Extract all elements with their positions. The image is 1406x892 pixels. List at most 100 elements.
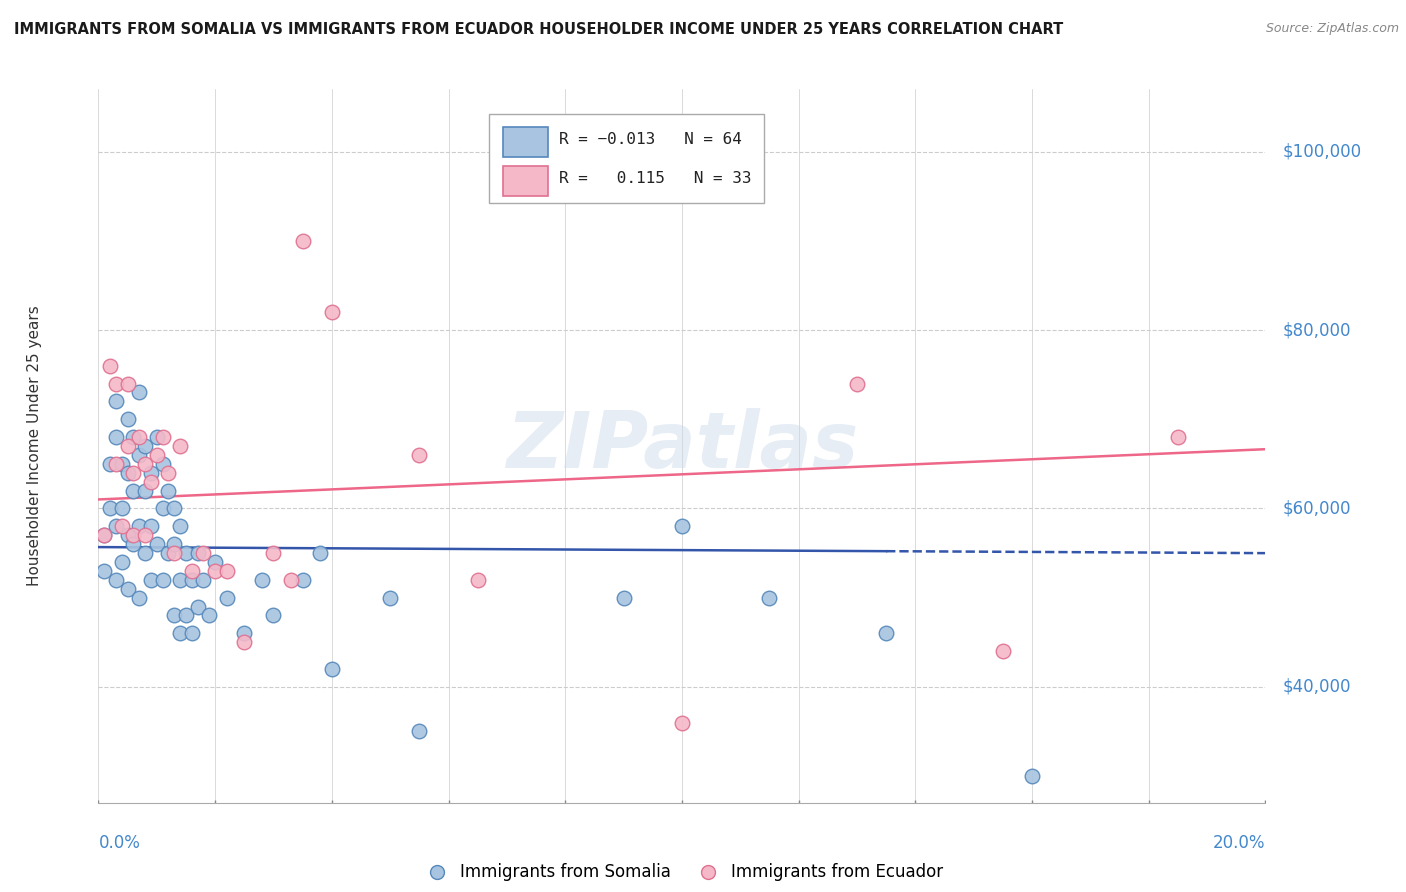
Point bbox=[146, 430, 169, 444]
Point bbox=[93, 528, 115, 542]
Point bbox=[111, 555, 134, 569]
Point bbox=[169, 626, 191, 640]
Point bbox=[169, 573, 191, 587]
Point bbox=[134, 546, 156, 560]
Text: R = −0.013   N = 64: R = −0.013 N = 64 bbox=[560, 132, 742, 146]
Point bbox=[117, 376, 139, 391]
Point bbox=[139, 475, 162, 489]
Point bbox=[134, 457, 156, 471]
Point bbox=[291, 234, 314, 248]
FancyBboxPatch shape bbox=[503, 127, 548, 157]
Point bbox=[122, 430, 145, 444]
Point bbox=[93, 528, 115, 542]
Point bbox=[128, 448, 150, 462]
Point bbox=[193, 573, 215, 587]
Point bbox=[321, 305, 343, 319]
Point bbox=[117, 412, 139, 426]
Point bbox=[134, 483, 156, 498]
Point bbox=[758, 591, 780, 605]
Point bbox=[875, 626, 897, 640]
Point bbox=[163, 546, 186, 560]
Point bbox=[198, 608, 221, 623]
Text: $80,000: $80,000 bbox=[1282, 321, 1351, 339]
Point bbox=[291, 573, 314, 587]
Point bbox=[93, 564, 115, 578]
Point bbox=[117, 582, 139, 596]
Text: Householder Income Under 25 years: Householder Income Under 25 years bbox=[27, 306, 42, 586]
Text: ZIPatlas: ZIPatlas bbox=[506, 408, 858, 484]
Point bbox=[122, 483, 145, 498]
Text: R =   0.115   N = 33: R = 0.115 N = 33 bbox=[560, 171, 752, 186]
Text: IMMIGRANTS FROM SOMALIA VS IMMIGRANTS FROM ECUADOR HOUSEHOLDER INCOME UNDER 25 Y: IMMIGRANTS FROM SOMALIA VS IMMIGRANTS FR… bbox=[14, 22, 1063, 37]
Point bbox=[152, 457, 174, 471]
Point bbox=[215, 564, 238, 578]
Point bbox=[157, 483, 180, 498]
Point bbox=[233, 626, 256, 640]
Point bbox=[250, 573, 273, 587]
Point bbox=[157, 466, 180, 480]
Point bbox=[152, 573, 174, 587]
Text: Source: ZipAtlas.com: Source: ZipAtlas.com bbox=[1265, 22, 1399, 36]
Point bbox=[157, 546, 180, 560]
Point bbox=[128, 519, 150, 533]
Point bbox=[104, 519, 127, 533]
Point bbox=[174, 608, 197, 623]
Point bbox=[139, 573, 162, 587]
Point bbox=[146, 537, 169, 551]
Point bbox=[280, 573, 302, 587]
Point bbox=[98, 359, 121, 373]
Point bbox=[104, 430, 127, 444]
Point bbox=[104, 376, 127, 391]
Point bbox=[111, 457, 134, 471]
Text: $100,000: $100,000 bbox=[1282, 143, 1362, 161]
Point bbox=[163, 537, 186, 551]
Point bbox=[111, 501, 134, 516]
Point bbox=[139, 519, 162, 533]
Point bbox=[378, 591, 402, 605]
Point bbox=[187, 546, 209, 560]
Point bbox=[117, 528, 139, 542]
Point bbox=[111, 519, 134, 533]
Point bbox=[309, 546, 332, 560]
Point bbox=[408, 724, 430, 739]
Point bbox=[117, 466, 139, 480]
Point bbox=[169, 439, 191, 453]
Point bbox=[233, 635, 256, 649]
Point bbox=[1167, 430, 1189, 444]
Point bbox=[146, 448, 169, 462]
Point bbox=[321, 662, 343, 676]
Point bbox=[152, 430, 174, 444]
Point bbox=[128, 385, 150, 400]
Point bbox=[152, 501, 174, 516]
Point bbox=[215, 591, 238, 605]
Text: $40,000: $40,000 bbox=[1282, 678, 1351, 696]
Text: 0.0%: 0.0% bbox=[98, 834, 141, 852]
Point bbox=[262, 608, 284, 623]
Point bbox=[122, 537, 145, 551]
Point bbox=[139, 466, 162, 480]
Point bbox=[180, 626, 202, 640]
Point bbox=[180, 573, 202, 587]
Point bbox=[122, 528, 145, 542]
Point bbox=[163, 608, 186, 623]
Point bbox=[169, 519, 191, 533]
FancyBboxPatch shape bbox=[503, 166, 548, 196]
Text: 20.0%: 20.0% bbox=[1213, 834, 1265, 852]
Point bbox=[204, 564, 226, 578]
Point bbox=[180, 564, 202, 578]
Legend: Immigrants from Somalia, Immigrants from Ecuador: Immigrants from Somalia, Immigrants from… bbox=[413, 856, 950, 888]
Point bbox=[98, 457, 121, 471]
Point bbox=[134, 528, 156, 542]
Text: $60,000: $60,000 bbox=[1282, 500, 1351, 517]
FancyBboxPatch shape bbox=[489, 114, 763, 203]
Point bbox=[467, 573, 489, 587]
Point bbox=[122, 466, 145, 480]
Point bbox=[174, 546, 197, 560]
Point bbox=[671, 519, 693, 533]
Point bbox=[104, 457, 127, 471]
Point bbox=[128, 430, 150, 444]
Point bbox=[262, 546, 284, 560]
Point bbox=[193, 546, 215, 560]
Point bbox=[204, 555, 226, 569]
Point bbox=[98, 501, 121, 516]
